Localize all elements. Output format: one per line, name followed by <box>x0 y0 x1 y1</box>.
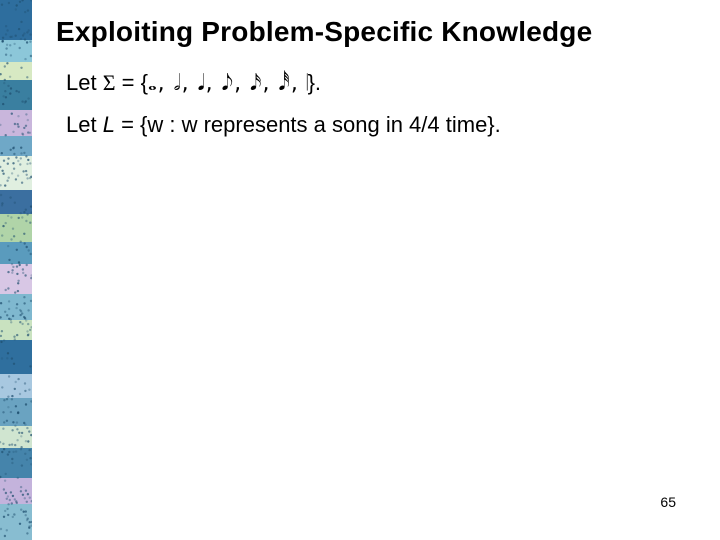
page-number: 65 <box>660 494 676 510</box>
decorative-sidebar <box>0 0 32 540</box>
italic-L: L <box>103 112 115 137</box>
music-note-alphabet: 𝅝, 𝅗𝅥, 𝅘𝅥, 𝅘𝅥𝅮, 𝅘𝅥𝅯, 𝅘𝅥𝅰, <box>148 71 307 96</box>
text-let-2: Let <box>66 112 103 137</box>
text-close-brace: }. <box>308 70 321 95</box>
language-body: = {w : w represents a song in 4/4 time}. <box>115 112 501 137</box>
sigma-symbol: Σ <box>103 70 116 95</box>
language-definition-line: Let L = {w : w represents a song in 4/4 … <box>66 112 501 138</box>
sidebar-pattern <box>0 0 32 540</box>
text-equals-open: = { <box>116 70 148 95</box>
sigma-definition-line: Let Σ = {𝅝, 𝅗𝅥, 𝅘𝅥, 𝅘𝅥𝅮, 𝅘𝅥𝅯, 𝅘𝅥𝅰, 𝄀}. <box>66 70 321 96</box>
slide-title: Exploiting Problem-Specific Knowledge <box>56 16 592 48</box>
slide: Exploiting Problem-Specific Knowledge Le… <box>0 0 720 540</box>
text-let-1: Let <box>66 70 103 95</box>
